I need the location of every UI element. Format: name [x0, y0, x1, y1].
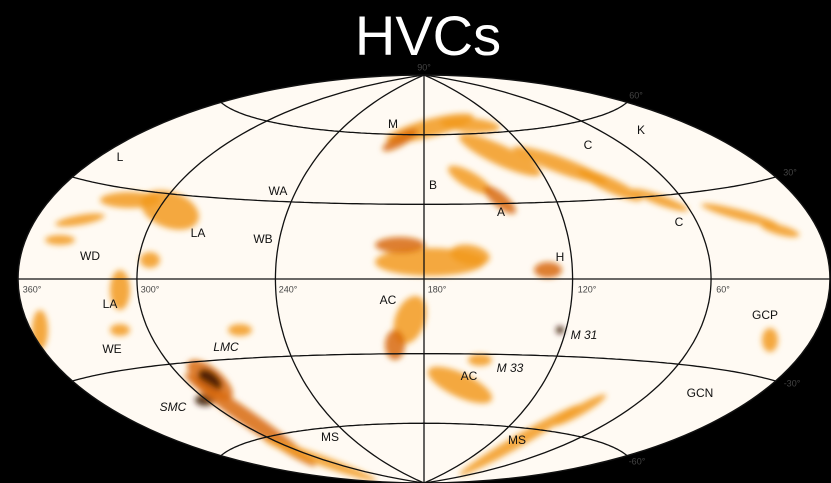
- hvc-cloud: [534, 262, 562, 278]
- grid-label: 120°: [578, 284, 597, 294]
- region-label: MS: [321, 430, 339, 444]
- region-label: AC: [461, 369, 478, 383]
- meridian-line: [423, 75, 574, 483]
- grid-label: -60°: [629, 456, 646, 466]
- hvc-cloud: [459, 404, 581, 476]
- grid-label: 240°: [279, 284, 298, 294]
- hvc-cloud: [45, 235, 75, 245]
- region-label: AC: [380, 293, 397, 307]
- hvc-cloud: [631, 188, 689, 212]
- region-label: GCP: [752, 308, 778, 322]
- region-label: M 33: [497, 361, 524, 375]
- hvc-cloud: [393, 295, 427, 345]
- coordinate-grid: [18, 75, 830, 483]
- region-label: MS: [508, 433, 526, 447]
- region-label: GCN: [687, 386, 714, 400]
- hvc-cloud: [440, 117, 500, 133]
- grid-label: -30°: [784, 378, 801, 388]
- region-label: H: [556, 250, 565, 264]
- hvc-cloud: [110, 324, 130, 336]
- meridian-line: [136, 75, 425, 483]
- region-label: C: [675, 215, 684, 229]
- hvc-cloud: [450, 244, 490, 266]
- grid-label: 60°: [629, 90, 643, 100]
- hvc-cloud: [484, 186, 516, 214]
- hvc-cloud: [385, 330, 405, 360]
- region-label: LMC: [213, 340, 239, 354]
- region-label: B: [429, 178, 437, 192]
- hvc-cloud: [228, 324, 252, 336]
- hvc-cloud: [100, 192, 160, 208]
- region-label: L: [117, 150, 124, 164]
- hvc-cloud: [556, 326, 564, 334]
- region-label: LA: [103, 297, 118, 311]
- meridian-line: [423, 75, 712, 483]
- hvc-cloud: [447, 165, 493, 195]
- region-label: A: [497, 205, 505, 219]
- hvc-emission: [32, 113, 800, 482]
- hvc-cloud: [110, 270, 130, 310]
- region-label: C: [584, 138, 593, 152]
- hvc-cloud: [140, 252, 160, 268]
- hvc-cloud: [427, 366, 493, 404]
- grid-label: 30°: [783, 167, 797, 177]
- sky-outline: [17, 74, 831, 483]
- meridian-line: [274, 75, 425, 483]
- region-label: WA: [269, 184, 288, 198]
- hvc-cloud: [760, 222, 800, 238]
- grid-label: 180°: [428, 284, 447, 294]
- hvc-cloud: [578, 168, 642, 202]
- region-label: M 31: [571, 328, 598, 342]
- region-label: M: [388, 117, 398, 131]
- hvc-cloud: [198, 369, 222, 391]
- hvc-cloud: [701, 203, 779, 227]
- grid-label: 300°: [141, 284, 160, 294]
- region-label: WD: [80, 249, 100, 263]
- hvc-cloud: [375, 237, 425, 253]
- region-label: WB: [253, 232, 272, 246]
- hvc-cloud: [263, 438, 377, 482]
- grid-label: 60°: [716, 284, 730, 294]
- region-label: LA: [191, 226, 206, 240]
- region-label: SMC: [160, 400, 187, 414]
- hvc-cloud: [468, 354, 492, 366]
- hvc-cloud: [458, 133, 542, 177]
- hvc-cloud: [553, 394, 607, 426]
- title: HVCs: [355, 4, 501, 67]
- grid-label: 360°: [23, 284, 42, 294]
- region-label: WE: [102, 342, 121, 356]
- grid-label: 90°: [417, 62, 431, 72]
- hvc-cloud: [762, 328, 778, 352]
- hvc-cloud: [55, 213, 105, 227]
- region-label: K: [637, 123, 645, 137]
